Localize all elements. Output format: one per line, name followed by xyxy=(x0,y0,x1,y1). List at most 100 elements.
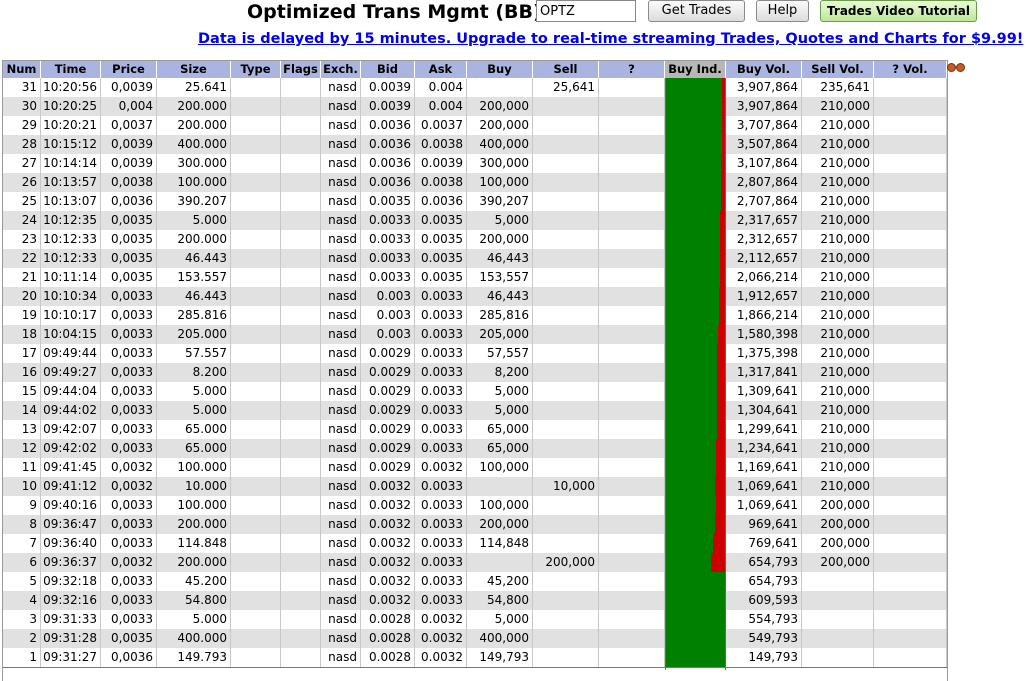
cell-exch: nasd xyxy=(321,401,361,420)
column-header-sell-vol[interactable]: Sell Vol. xyxy=(802,61,874,78)
cell-price: 0,0033 xyxy=(101,325,157,344)
cell-type xyxy=(231,192,281,211)
cell-type xyxy=(231,97,281,116)
cell-sell-vol: 200,000 xyxy=(802,553,874,572)
cell-q xyxy=(599,192,665,211)
cell-type xyxy=(231,268,281,287)
cell-time: 09:32:18 xyxy=(41,572,101,591)
column-header-price[interactable]: Price xyxy=(101,61,157,78)
cell-price: 0,0036 xyxy=(101,192,157,211)
column-header-buy-ind[interactable]: Buy Ind. xyxy=(665,61,726,78)
cell-num: 8 xyxy=(3,515,41,534)
cell-q xyxy=(599,268,665,287)
column-header-sell[interactable]: Sell xyxy=(533,61,599,78)
cell-time: 10:12:33 xyxy=(41,230,101,249)
column-header-time[interactable]: Time xyxy=(41,61,101,78)
cell-buy: 400,000 xyxy=(467,629,533,648)
cell-sell xyxy=(533,439,599,458)
cell-time: 10:14:14 xyxy=(41,154,101,173)
cell-q xyxy=(599,439,665,458)
cell-q xyxy=(599,477,665,496)
cell-buy-vol: 1,069,641 xyxy=(726,496,802,515)
cell-exch: nasd xyxy=(321,116,361,135)
cell-q-vol xyxy=(874,572,947,591)
cell-ask: 0.0032 xyxy=(415,610,467,629)
help-button[interactable]: Help xyxy=(756,0,809,22)
column-header-num[interactable]: Num xyxy=(3,61,41,78)
cell-q-vol xyxy=(874,591,947,610)
buy-indicator-bar xyxy=(666,344,717,363)
cell-exch: nasd xyxy=(321,363,361,382)
column-header-ask[interactable]: Ask xyxy=(415,61,467,78)
cell-ask: 0.0038 xyxy=(415,173,467,192)
column-header-buy-vol[interactable]: Buy Vol. xyxy=(726,61,802,78)
cell-num: 31 xyxy=(3,78,41,97)
cell-sell: 200,000 xyxy=(533,553,599,572)
column-header-vol[interactable]: ? Vol. xyxy=(874,61,947,78)
cell-sell xyxy=(533,287,599,306)
sell-indicator-bar xyxy=(715,515,725,534)
options-icon[interactable] xyxy=(947,63,967,73)
cell-time: 10:15:12 xyxy=(41,135,101,154)
column-header-flags[interactable]: Flags xyxy=(281,61,321,78)
cell-q-vol xyxy=(874,629,947,648)
cell-flags xyxy=(281,116,321,135)
column-header-q[interactable]: ? xyxy=(599,61,665,78)
cell-q-vol xyxy=(874,154,947,173)
cell-buy: 114,848 xyxy=(467,534,533,553)
cell-flags xyxy=(281,534,321,553)
buy-indicator-bar xyxy=(666,230,720,249)
cell-buy-vol: 2,707,864 xyxy=(726,192,802,211)
cell-q xyxy=(599,629,665,648)
cell-sell-vol: 200,000 xyxy=(802,515,874,534)
column-header-type[interactable]: Type xyxy=(231,61,281,78)
cell-time: 09:40:16 xyxy=(41,496,101,515)
buy-indicator-bar xyxy=(666,515,715,534)
cell-flags xyxy=(281,382,321,401)
table-row: 5 09:32:18 0,0033 45.200 nasd 0.0032 0.0033 45,… xyxy=(3,572,947,591)
cell-type xyxy=(231,629,281,648)
sell-indicator-bar xyxy=(716,496,725,515)
cell-price: 0,0035 xyxy=(101,268,157,287)
buy-indicator-bar xyxy=(666,306,719,325)
cell-sell xyxy=(533,629,599,648)
video-tutorial-button[interactable]: Trades Video Tutorial xyxy=(820,0,977,22)
cell-q-vol xyxy=(874,192,947,211)
buy-indicator-bar xyxy=(666,534,713,553)
cell-type xyxy=(231,173,281,192)
cell-exch: nasd xyxy=(321,515,361,534)
cell-price: 0,0033 xyxy=(101,610,157,629)
cell-q-vol xyxy=(874,477,947,496)
cell-buy-vol: 3,707,864 xyxy=(726,116,802,135)
sell-indicator-bar xyxy=(720,249,725,268)
cell-ask: 0.0032 xyxy=(415,648,467,667)
cell-q-vol xyxy=(874,458,947,477)
cell-sell-vol: 210,000 xyxy=(802,116,874,135)
get-trades-button[interactable]: Get Trades xyxy=(648,0,745,22)
column-header-bid[interactable]: Bid xyxy=(361,61,415,78)
cell-price: 0,0039 xyxy=(101,78,157,97)
cell-buy-vol: 769,641 xyxy=(726,534,802,553)
cell-buy-vol: 2,312,657 xyxy=(726,230,802,249)
upgrade-link[interactable]: Data is delayed by 15 minutes. Upgrade t… xyxy=(198,31,1024,47)
cell-time: 10:20:25 xyxy=(41,97,101,116)
cell-time: 09:44:04 xyxy=(41,382,101,401)
cell-size: 114.848 xyxy=(157,534,231,553)
buy-indicator-bar xyxy=(666,116,722,135)
column-header-size[interactable]: Size xyxy=(157,61,231,78)
cell-size: 300.000 xyxy=(157,154,231,173)
cell-size: 200.000 xyxy=(157,553,231,572)
table-row: 12 09:42:02 0,0033 65.000 nasd 0.0029 0.0033 65… xyxy=(3,439,947,458)
symbol-input[interactable] xyxy=(536,0,636,22)
cell-price: 0,0033 xyxy=(101,572,157,591)
cell-price: 0,0033 xyxy=(101,344,157,363)
cell-sell-vol: 210,000 xyxy=(802,97,874,116)
cell-exch: nasd xyxy=(321,78,361,97)
cell-buy-vol: 1,375,398 xyxy=(726,344,802,363)
cell-ask: 0.0033 xyxy=(415,496,467,515)
cell-buy: 45,200 xyxy=(467,572,533,591)
cell-ask: 0.0035 xyxy=(415,211,467,230)
column-header-buy[interactable]: Buy xyxy=(467,61,533,78)
cell-exch: nasd xyxy=(321,629,361,648)
column-header-exch[interactable]: Exch. xyxy=(321,61,361,78)
